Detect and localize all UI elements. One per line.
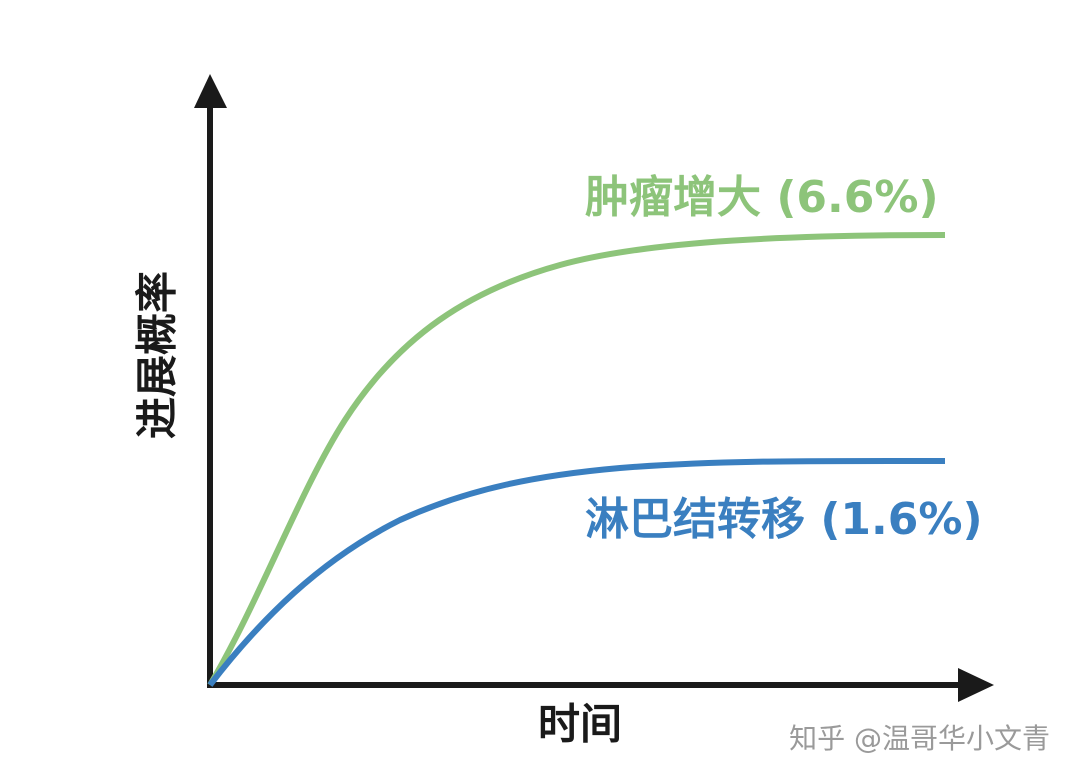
- y-axis-arrow: [194, 74, 227, 108]
- lymph-label: 淋巴结转移 (1.6%): [585, 494, 983, 545]
- tumor-curve: [207, 232, 946, 687]
- x-axis-label: 时间: [538, 700, 622, 749]
- watermark: 知乎 @温哥华小文青: [789, 722, 1050, 755]
- x-axis-arrow: [958, 668, 994, 702]
- y-axis-label: 进展概率: [133, 271, 182, 439]
- tumor-label: 肿瘤增大 (6.6%): [585, 172, 939, 223]
- lymph-curve: [207, 457, 946, 687]
